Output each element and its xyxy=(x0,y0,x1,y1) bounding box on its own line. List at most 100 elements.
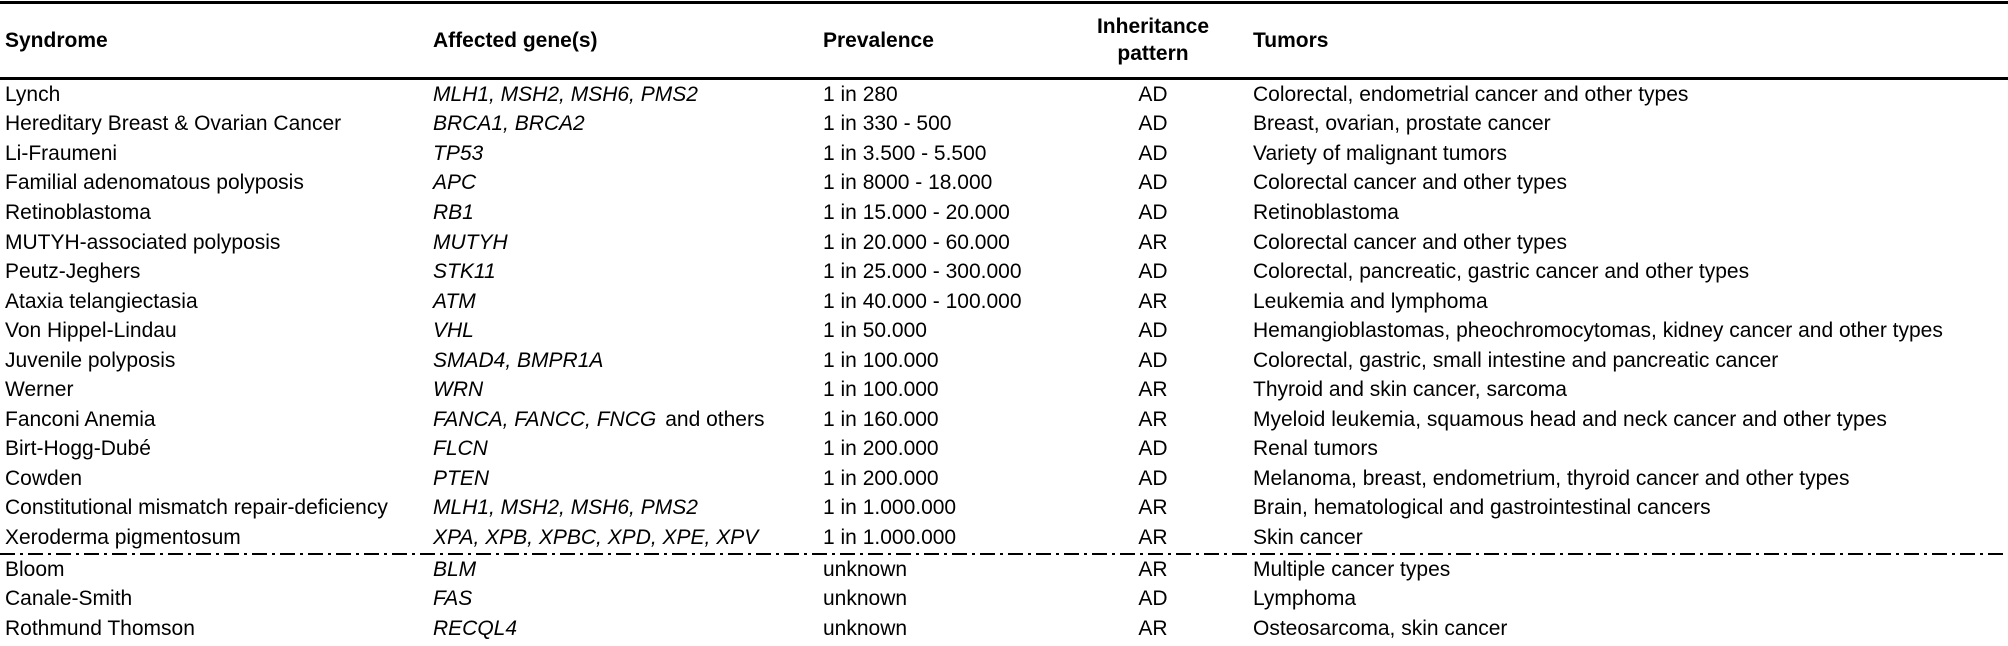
gene-names: PTEN xyxy=(433,466,490,490)
cell-genes: FLCN xyxy=(433,437,823,461)
gene-names: BRCA1, BRCA2 xyxy=(433,112,585,136)
cell-genes: APC xyxy=(433,171,823,195)
cell-tumors: Leukemia and lymphoma xyxy=(1253,289,1488,313)
cell-prevalence: 1 in 100.000 xyxy=(823,348,939,372)
cell-genes: RECQL4 xyxy=(433,617,823,641)
cell-prevalence: 1 in 280 xyxy=(823,82,898,106)
cell-genes: FAS xyxy=(433,587,823,611)
cell-prevalence: unknown xyxy=(823,616,908,640)
column-header-label: Affected gene(s) xyxy=(433,28,598,52)
table-row: Ataxia telangiectasia ATM 1 in 40.000 - 10… xyxy=(0,287,2008,317)
cell-syndrome: Hereditary Breast & Ovarian Cancer xyxy=(5,112,342,136)
gene-names: APC xyxy=(433,171,477,195)
cell-syndrome: Peutz-Jeghers xyxy=(5,260,141,284)
cell-inheritance-pattern: AR xyxy=(1138,230,1168,254)
cell-prevalence: 1 in 40.000 - 100.000 xyxy=(823,289,1022,313)
cell-tumors: Melanoma, breast, endometrium, thyroid c… xyxy=(1253,466,1850,490)
cell-tumors: Breast, ovarian, prostate cancer xyxy=(1253,112,1551,136)
cell-prevalence: 1 in 20.000 - 60.000 xyxy=(823,230,1010,254)
table-row: Birt-Hogg-Dubé FLCN 1 in 200.000 AD Renal tu… xyxy=(0,435,2008,465)
cell-prevalence: 1 in 200.000 xyxy=(823,466,939,490)
table-row: Juvenile polyposis SMAD4, BMPR1A 1 in 100.… xyxy=(0,346,2008,376)
cell-tumors: Thyroid and skin cancer, sarcoma xyxy=(1253,378,1567,402)
table-row: Peutz-Jeghers STK11 1 in 25.000 - 300.000 A… xyxy=(0,257,2008,287)
gene-names: RECQL4 xyxy=(433,616,518,640)
cell-prevalence: unknown xyxy=(823,557,908,581)
cell-genes: PTEN xyxy=(433,467,823,491)
gene-names: MUTYH xyxy=(433,230,508,254)
cell-syndrome: Lynch xyxy=(5,82,61,106)
cell-prevalence: 1 in 100.000 xyxy=(823,378,939,402)
column-header-prevalence: Prevalence xyxy=(823,29,1063,53)
table-row: Canale-Smith FAS unknown AD Lymphoma xyxy=(0,584,2008,614)
cell-genes: MLH1, MSH2, MSH6, PMS2 xyxy=(433,496,823,520)
column-header-tumors: Tumors xyxy=(1243,29,2008,53)
cell-syndrome: Birt-Hogg-Dubé xyxy=(5,437,151,461)
gene-names: ATM xyxy=(433,289,476,313)
gene-names: BLM xyxy=(433,557,477,581)
cell-prevalence: 1 in 15.000 - 20.000 xyxy=(823,200,1010,224)
cell-prevalence: 1 in 200.000 xyxy=(823,437,939,461)
cell-tumors: Colorectal cancer and other types xyxy=(1253,171,1568,195)
cell-syndrome: Canale-Smith xyxy=(5,587,133,611)
cell-genes: ATM xyxy=(433,290,823,314)
table-body: Lynch MLH1, MSH2, MSH6, PMS2 1 in 280 AD Col… xyxy=(0,80,2008,643)
gene-names: STK11 xyxy=(433,260,496,284)
column-header-inheritance: Inheritance pattern xyxy=(1063,14,1243,67)
column-header-label: Inheritance pattern xyxy=(1096,15,1210,65)
cell-syndrome: Bloom xyxy=(5,557,65,581)
table-row: Li-Fraumeni TP53 1 in 3.500 - 5.500 AD Varie… xyxy=(0,139,2008,169)
gene-names: RB1 xyxy=(433,200,474,224)
cell-syndrome: Fanconi Anemia xyxy=(5,407,156,431)
column-header-label: Syndrome xyxy=(5,28,108,52)
cell-prevalence: unknown xyxy=(823,587,908,611)
table-row: MUTYH-associated polyposis MUTYH 1 in 20.0… xyxy=(0,228,2008,258)
column-header-label: Prevalence xyxy=(823,28,934,52)
gene-suffix: and others xyxy=(665,407,765,431)
cell-tumors: Skin cancer xyxy=(1253,525,1363,549)
gene-names: TP53 xyxy=(433,141,484,165)
table-row: Werner WRN 1 in 100.000 AR Thyroid and skin … xyxy=(0,375,2008,405)
table-header-row: Syndrome Affected gene(s) Prevalence Inh… xyxy=(0,4,2008,80)
gene-names: SMAD4, BMPR1A xyxy=(433,348,604,372)
cell-inheritance-pattern: AR xyxy=(1138,496,1168,520)
table-row: Lynch MLH1, MSH2, MSH6, PMS2 1 in 280 AD Col… xyxy=(0,80,2008,110)
cell-inheritance-pattern: AR xyxy=(1138,616,1168,640)
gene-names: XPA, XPB, XPBC, XPD, XPE, XPV xyxy=(433,525,759,549)
cell-tumors: Hemangioblastomas, pheochromocytomas, ki… xyxy=(1253,319,1943,343)
gene-names: FAS xyxy=(433,587,473,611)
cell-prevalence: 1 in 50.000 xyxy=(823,319,927,343)
table-row: Constitutional mismatch repair-deficienc… xyxy=(0,494,2008,524)
cell-syndrome: Xeroderma pigmentosum xyxy=(5,525,241,549)
cell-inheritance-pattern: AD xyxy=(1138,200,1168,224)
cell-genes: BRCA1, BRCA2 xyxy=(433,112,823,136)
cell-inheritance-pattern: AD xyxy=(1138,112,1168,136)
cell-syndrome: MUTYH-associated polyposis xyxy=(5,230,281,254)
cell-inheritance-pattern: AD xyxy=(1138,82,1168,106)
cell-tumors: Brain, hematological and gastrointestina… xyxy=(1253,496,1711,520)
column-header-label: Tumors xyxy=(1253,28,1329,52)
table-row: Familial adenomatous polyposis APC 1 in 80… xyxy=(0,169,2008,199)
cell-inheritance-pattern: AD xyxy=(1138,437,1168,461)
cell-prevalence: 1 in 25.000 - 300.000 xyxy=(823,260,1022,284)
cell-syndrome: Cowden xyxy=(5,466,83,490)
gene-names: FANCA, FANCC, FNCG xyxy=(433,407,657,431)
cell-inheritance-pattern: AD xyxy=(1138,466,1168,490)
gene-names: WRN xyxy=(433,378,484,402)
cell-prevalence: 1 in 8000 - 18.000 xyxy=(823,171,993,195)
cell-prevalence: 1 in 330 - 500 xyxy=(823,112,952,136)
table-row: Xeroderma pigmentosum XPA, XPB, XPBC, XPD… xyxy=(0,523,2008,553)
gene-names: FLCN xyxy=(433,437,488,461)
table-row: Cowden PTEN 1 in 200.000 AD Melanoma, breast… xyxy=(0,464,2008,494)
cell-inheritance-pattern: AR xyxy=(1138,378,1168,402)
gene-names: VHL xyxy=(433,319,474,343)
cell-inheritance-pattern: AR xyxy=(1138,289,1168,313)
cell-syndrome: Ataxia telangiectasia xyxy=(5,289,198,313)
cell-inheritance-pattern: AR xyxy=(1138,525,1168,549)
cell-inheritance-pattern: AD xyxy=(1138,141,1168,165)
table-row: Bloom BLM unknown AR Multiple cancer types xyxy=(0,555,2008,585)
table-row: Von Hippel-Lindau VHL 1 in 50.000 AD Hemangi… xyxy=(0,316,2008,346)
cell-syndrome: Von Hippel-Lindau xyxy=(5,319,177,343)
cell-syndrome: Rothmund Thomson xyxy=(5,616,195,640)
cell-tumors: Colorectal, pancreatic, gastric cancer a… xyxy=(1253,260,1750,284)
